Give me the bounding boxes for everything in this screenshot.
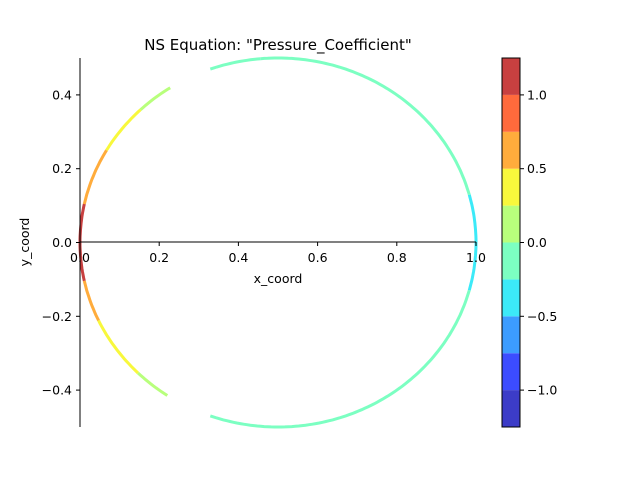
surface-segment-11: [467, 242, 478, 291]
surface-band: [78, 56, 478, 429]
surface-segment-7: [82, 280, 100, 322]
x-tick-label-5: 1.0: [466, 250, 486, 265]
colorbar-level-3: [502, 279, 520, 317]
colorbar-tick-label-4: −1.0: [527, 383, 557, 398]
colorbar-level-1: [502, 353, 520, 391]
colorbar-level-5: [502, 205, 520, 243]
y-tick-label-3: −0.2: [42, 309, 72, 324]
surface-segment-5: [82, 149, 108, 205]
colorbar-level-6: [502, 168, 520, 206]
x-tick-label-2: 0.4: [228, 250, 248, 265]
x-tick-label-4: 0.8: [387, 250, 407, 265]
y-tick-label-1: 0.2: [52, 161, 72, 176]
y-tick-label-0: 0.4: [52, 87, 72, 102]
colorbar-tick-label-2: 0.0: [527, 235, 547, 250]
y-ticks: 0.4 0.2 0.0 −0.2 −0.4: [42, 87, 80, 398]
y-tick-label-2: 0.0: [52, 235, 72, 250]
y-tick-label-4: −0.4: [42, 383, 72, 398]
colorbar-tick-label-1: 0.5: [527, 161, 547, 176]
colorbar-tick-label-3: −0.5: [527, 309, 557, 324]
surface-segment-9: [137, 371, 169, 397]
colorbar-level-2: [502, 316, 520, 354]
x-tick-label-0: 0.0: [70, 250, 90, 265]
colorbar: 1.0 0.5 0.0 −0.5 −1.0: [501, 57, 557, 428]
colorbar-ticks: 1.0 0.5 0.0 −0.5 −1.0: [520, 87, 557, 398]
x-tick-label-1: 0.2: [149, 250, 169, 265]
surface-segment-4: [105, 108, 142, 152]
colorbar-levels: [502, 58, 520, 427]
x-axis-label: x_coord: [254, 271, 303, 286]
surface-segment-1: [260, 56, 471, 196]
colorbar-level-9: [502, 58, 520, 95]
surface-segment-0: [467, 194, 478, 243]
y-axis-label: y_coord: [17, 218, 32, 267]
surface-segment-3: [139, 86, 171, 111]
surface-segment-2: [209, 57, 261, 71]
plot-area: 0.0 0.2 0.4 0.6 0.8 1.0 0.4 0.2 0.0 −0.2 −0.4: [42, 56, 486, 429]
x-ticks: 0.0 0.2 0.4 0.6 0.8 1.0: [70, 242, 486, 265]
surface-segment-10: [209, 289, 471, 429]
colorbar-level-7: [502, 131, 520, 169]
colorbar-level-8: [502, 94, 520, 132]
chart-title: NS Equation: "Pressure_Coefficient": [144, 36, 412, 55]
colorbar-level-4: [502, 242, 520, 280]
colorbar-level-0: [502, 390, 520, 427]
colorbar-tick-label-0: 1.0: [527, 87, 547, 102]
surface-segment-8: [97, 319, 140, 375]
x-tick-label-3: 0.6: [308, 250, 328, 265]
